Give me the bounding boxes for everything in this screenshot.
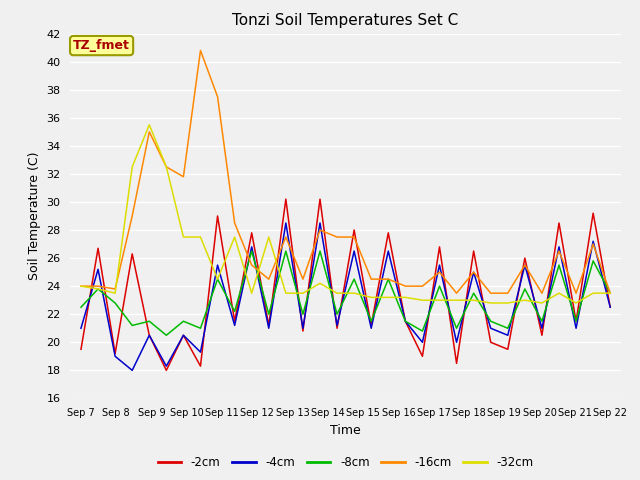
X-axis label: Time: Time: [330, 424, 361, 437]
Text: TZ_fmet: TZ_fmet: [73, 39, 130, 52]
Legend: -2cm, -4cm, -8cm, -16cm, -32cm: -2cm, -4cm, -8cm, -16cm, -32cm: [153, 452, 538, 474]
Y-axis label: Soil Temperature (C): Soil Temperature (C): [28, 152, 41, 280]
Title: Tonzi Soil Temperatures Set C: Tonzi Soil Temperatures Set C: [232, 13, 459, 28]
